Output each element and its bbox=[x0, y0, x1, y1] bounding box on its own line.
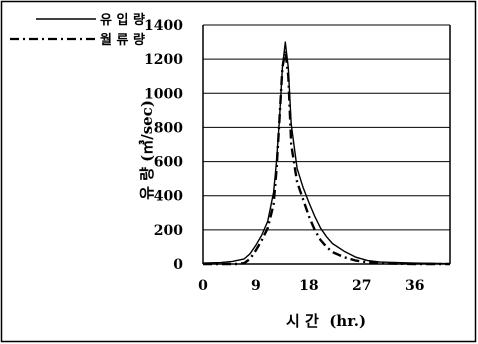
gridlines bbox=[203, 24, 450, 231]
y-tick-labels: 0 200 400 600 800 1000 1200 1400 bbox=[144, 18, 183, 273]
y-tick-label: 600 bbox=[154, 155, 183, 171]
x-tick-label: 9 bbox=[251, 278, 261, 294]
legend: 유 입 량 월 류 량 bbox=[10, 13, 145, 48]
y-tick-label: 200 bbox=[154, 223, 183, 239]
y-tick-label: 1200 bbox=[144, 52, 183, 68]
y-tick-label: 1000 bbox=[144, 86, 183, 102]
x-tick-label: 0 bbox=[198, 278, 208, 294]
series-lines bbox=[202, 41, 451, 266]
legend-label-overflow: 월 류 량 bbox=[100, 32, 145, 48]
series-line-inflow bbox=[202, 41, 451, 265]
y-tick-label: 1400 bbox=[144, 18, 183, 34]
x-tick-label: 27 bbox=[352, 278, 371, 294]
legend-label-inflow: 유 입 량 bbox=[100, 13, 145, 28]
y-tick-label: 0 bbox=[173, 257, 183, 273]
x-tick-label: 18 bbox=[299, 278, 318, 294]
x-tick-label: 36 bbox=[405, 278, 424, 294]
x-axis-title: 시 간 (hr.) bbox=[286, 312, 366, 330]
y-tick-label: 800 bbox=[154, 120, 183, 136]
y-axis-title: 유 량 (㎥/sec) bbox=[138, 100, 156, 200]
series-line-overflow bbox=[203, 49, 450, 266]
x-tick-labels: 0 9 18 27 36 bbox=[198, 278, 424, 294]
y-tick-label: 400 bbox=[154, 189, 183, 205]
